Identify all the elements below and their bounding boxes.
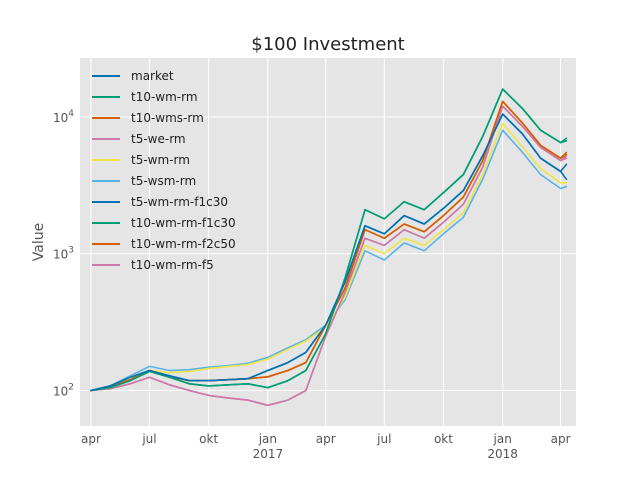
legend-label: market: [131, 69, 174, 83]
legend-label: t10-wm-rm: [131, 90, 198, 104]
y-tick-exponent: 4: [68, 109, 74, 119]
x-tick-label: apr: [316, 432, 336, 446]
series-line-t5-wm-rm: [90, 122, 568, 392]
y-axis-label: Value: [31, 223, 47, 261]
plot-area: [80, 58, 576, 426]
legend-label: t10-wm-rm-f1c30: [131, 216, 236, 230]
chart-title: $100 Investment: [251, 34, 404, 55]
legend-label: t5-wm-rm-f1c30: [131, 195, 228, 209]
legend-label: t5-wsm-rm: [131, 174, 196, 188]
x-tick-label: apr: [551, 432, 571, 446]
y-tick-label: 102: [53, 382, 74, 398]
y-tick-base: 10: [53, 384, 68, 398]
y-tick-exponent: 2: [68, 382, 74, 392]
series-line-t5-we-rm: [90, 105, 568, 407]
x-tick-label: jan: [493, 432, 512, 446]
series-line-t10-wm-rm: [90, 88, 568, 392]
legend-label: t10-wm-rm-f2c50: [131, 237, 236, 251]
x-tick-year-label: 2018: [487, 447, 518, 461]
legend: market t10-wm-rm t10-wms-rm t5-we-rm t5-wm-r…: [92, 69, 236, 272]
legend-label: t5-we-rm: [131, 132, 186, 146]
grid: [80, 58, 576, 426]
series-line-market: [90, 113, 568, 392]
legend-label: t5-wm-rm: [131, 153, 190, 167]
y-tick-base: 10: [53, 248, 68, 262]
series-lines: [90, 88, 568, 407]
x-tick-label: apr: [81, 432, 101, 446]
x-tick-label: okt: [199, 432, 218, 446]
y-tick-label: 104: [53, 109, 74, 125]
x-tick-label: jul: [376, 432, 391, 446]
y-tick-exponent: 3: [68, 246, 74, 256]
y-tick-base: 10: [53, 111, 68, 125]
x-tick-label: jul: [141, 432, 156, 446]
y-tick-label: 103: [53, 246, 74, 262]
x-tick-label: okt: [434, 432, 453, 446]
x-tick-label: jan: [258, 432, 277, 446]
x-tick-year-label: 2017: [253, 447, 284, 461]
legend-label: t10-wms-rm: [131, 111, 204, 125]
legend-label: t10-wm-rm-f5: [131, 258, 214, 272]
